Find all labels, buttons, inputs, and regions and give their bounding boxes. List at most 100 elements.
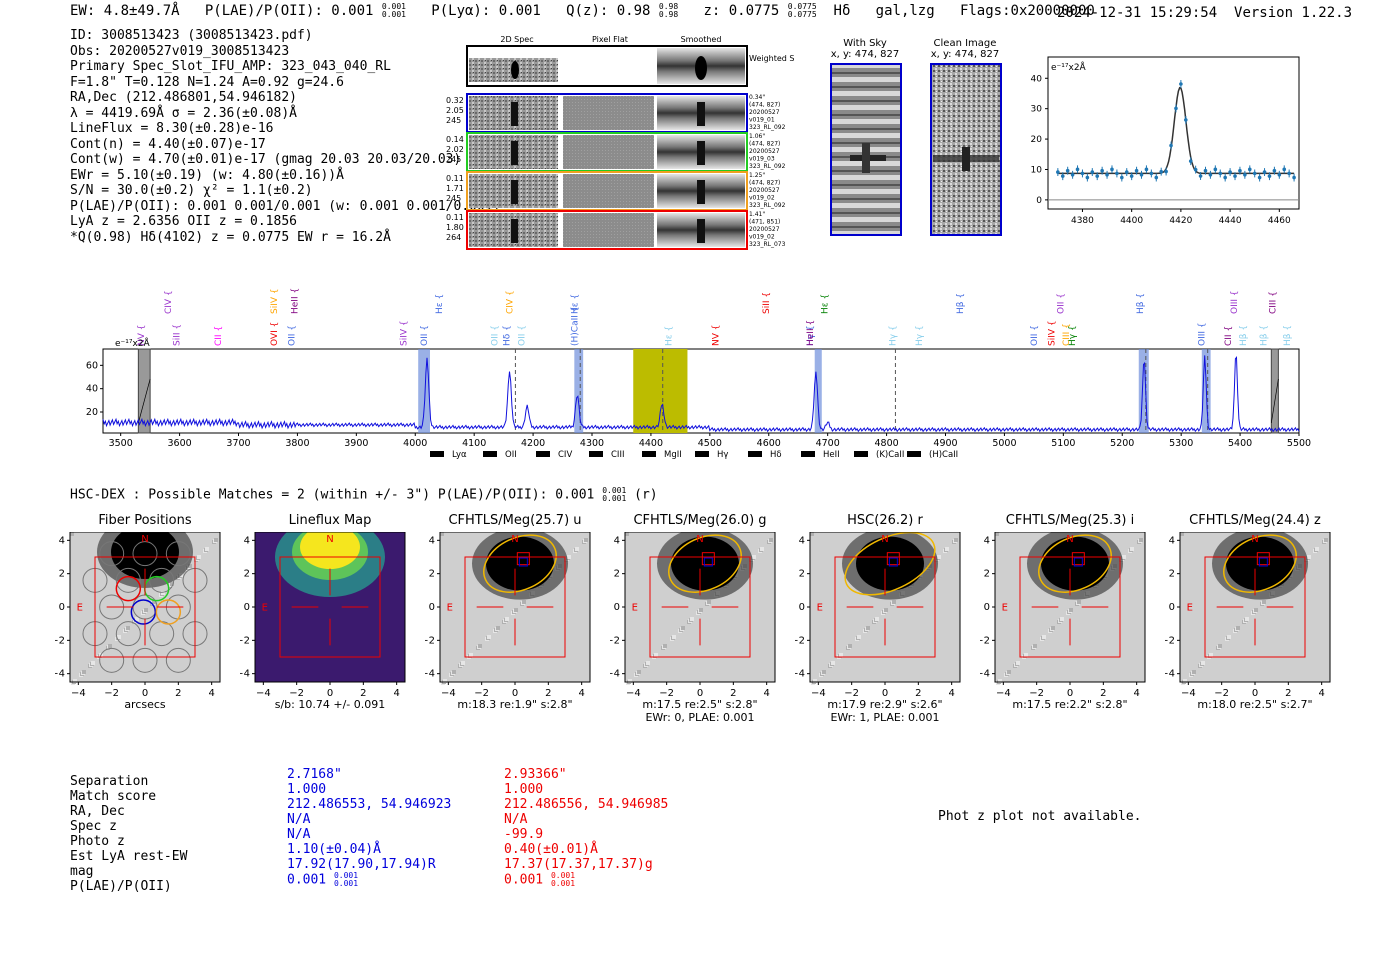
spectral-line-label: CII { <box>214 326 224 346</box>
match-2-value: 17.37(17.37,17.37)g <box>504 857 653 872</box>
noise-pixel <box>998 679 1002 683</box>
y-tick-label: 30 <box>1031 105 1043 115</box>
spectrum-trace <box>102 355 1300 433</box>
north-label: N <box>511 534 518 545</box>
thumbnail-caption-2: EWr: 1, PLAE: 0.001 <box>830 711 940 724</box>
spec2d-panel: 2D Spec Pixel Flat Smoothed Weighted Sum… <box>445 32 808 257</box>
fiber-right-label: 1.25" <box>749 172 765 179</box>
fiber-left-label: 2.02 <box>446 145 464 154</box>
fiber-circle <box>99 541 125 567</box>
noise-pixel <box>945 547 949 551</box>
header-z-frac: 0.0775 0.0775 <box>787 2 817 19</box>
x-tick-label: −2 <box>659 688 674 699</box>
info-line: EWr = 5.10(±0.19) (w: 4.80(±0.16))Å <box>70 167 344 183</box>
y-tick-label: 4 <box>614 535 620 546</box>
detection-window <box>633 349 688 433</box>
data-point <box>1169 143 1173 148</box>
north-label: N <box>1251 534 1258 545</box>
y-tick-label: 2 <box>244 569 250 580</box>
noise-pixel <box>70 532 74 536</box>
x-tick-label: 4800 <box>874 438 898 449</box>
fiber-left-label: 245 <box>446 155 461 164</box>
y-tick-label: 0 <box>1169 602 1175 613</box>
east-label: E <box>447 602 453 613</box>
noise-pixel <box>690 617 694 621</box>
legend-swatch <box>589 451 603 457</box>
noise-pixel <box>487 635 491 639</box>
spectral-line-label: Hγ { <box>1068 325 1078 346</box>
fiber-pixel-flat <box>563 96 654 130</box>
x-tick-label: 0 <box>142 688 148 699</box>
fiber-right-label: 323_RL_073 <box>749 241 786 248</box>
data-point <box>1228 170 1232 174</box>
spectral-line-label: CIII { <box>1062 323 1072 346</box>
spectral-line-label: SiIV { <box>1047 320 1057 346</box>
info-line: Cont(n) = 4.40(±0.07)e-17 <box>70 136 266 152</box>
match-2-value: 0.40(±0.01)Å <box>504 842 598 857</box>
thumbnail-image: N E −4 −2 0 2 4 4 2 0 −2 −4 <box>980 532 1146 699</box>
north-label: N <box>881 534 888 545</box>
data-point <box>1272 168 1277 173</box>
mask-hatch <box>138 378 151 424</box>
line-window <box>418 349 430 433</box>
fiber-pixel-flat <box>563 174 654 208</box>
data-point <box>1085 175 1090 180</box>
spectral-line-label: HeII { <box>290 288 300 314</box>
info-line: *Q(0.98) Hδ(4102) z = 0.0775 EW r = 16.2… <box>70 229 391 245</box>
header-datetime: 2024-12-31 15:29:54 Version 1.22.3 <box>1057 5 1353 21</box>
spectral-line-label: SiIV { <box>270 288 280 314</box>
data-point <box>1139 173 1144 177</box>
thumbnail-caption: s/b: 10.74 +/- 0.091 <box>274 698 386 711</box>
data-point <box>1223 175 1227 180</box>
legend-label: CIII <box>611 450 624 460</box>
match-box-red <box>516 552 530 566</box>
noise-pixel <box>822 670 826 674</box>
thumbnail-caption: arcsecs <box>124 698 166 711</box>
y-tick-label: 2 <box>614 569 620 580</box>
noise-pixel <box>1218 644 1222 648</box>
fiber-left-label: 1.80 <box>446 223 464 232</box>
data-point <box>1159 169 1163 174</box>
noise-pixel <box>469 653 473 657</box>
match-1-value: 1.10(±0.04)Å <box>287 842 381 857</box>
thumbnail-title: HSC(26.2) r <box>847 513 923 528</box>
clean-title: Clean Image x, y: 474, 827 <box>925 38 1005 60</box>
clean-image <box>930 63 1002 236</box>
x-tick-label: −4 <box>626 688 641 699</box>
data-point <box>1144 167 1149 172</box>
spectral-line-label: OIII { <box>1230 290 1240 314</box>
data-point <box>1277 173 1282 177</box>
noise-pixel <box>1016 661 1020 665</box>
noise-pixel <box>205 547 209 551</box>
fiber-circle <box>132 647 158 673</box>
y-tick-label: 2 <box>984 569 990 580</box>
data-point <box>1056 170 1060 174</box>
fiber-row-border <box>466 210 748 250</box>
spectral-line-label: SiII { <box>173 324 183 346</box>
noise-pixel <box>135 617 139 621</box>
noise-pixel <box>760 547 764 551</box>
x-tick-label: 2 <box>1100 688 1106 699</box>
east-label: E <box>817 602 823 613</box>
x-tick-label: −4 <box>71 688 86 699</box>
fiber-left-label: 0.11 <box>446 174 464 183</box>
y-tick-label: 60 <box>86 360 98 371</box>
x-tick-label: 0 <box>697 688 703 699</box>
thumbnail-title: CFHTLS/Meg(24.4) z <box>1189 513 1321 528</box>
y-tick-label: −4 <box>425 669 435 680</box>
spectral-line-label: Hγ { <box>915 325 925 346</box>
spectral-line-label: Hε { <box>821 294 831 314</box>
y-tick-label: 20 <box>1031 135 1043 145</box>
data-point <box>1124 170 1129 174</box>
noise-pixel <box>866 626 870 630</box>
legend-swatch <box>854 451 868 457</box>
spectral-line-label: Hε { <box>435 294 445 314</box>
highlight-fiber <box>115 575 142 602</box>
x-tick-label: 4 <box>948 688 954 699</box>
y-tick-label: 10 <box>1031 165 1043 175</box>
north-label: N <box>696 534 703 545</box>
match-2-value: 0.001 0.001 0.001 <box>504 871 576 888</box>
thumbnail-caption: m:18.3 re:1.9" s:2.8" <box>457 698 573 711</box>
fiber-right-label: (474, 827) <box>749 141 780 148</box>
